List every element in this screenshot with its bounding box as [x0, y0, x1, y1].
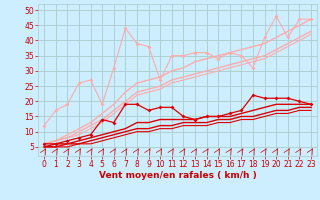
X-axis label: Vent moyen/en rafales ( km/h ): Vent moyen/en rafales ( km/h ) — [99, 171, 256, 180]
